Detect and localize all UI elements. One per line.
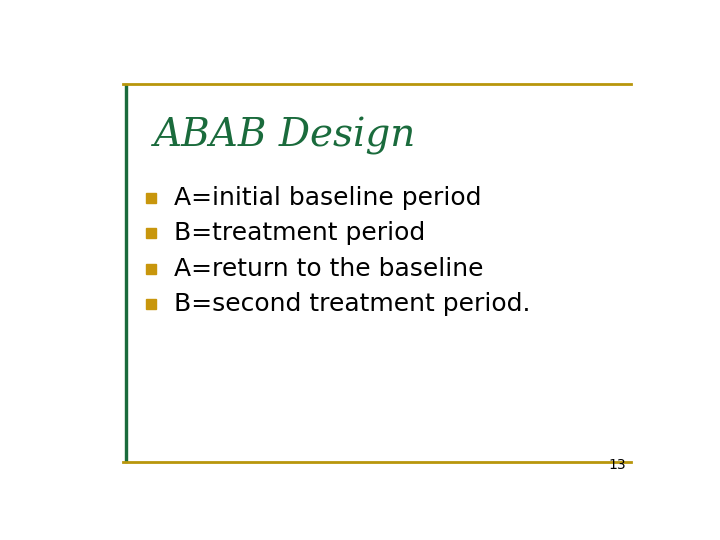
Text: ABAB Design: ABAB Design <box>154 117 416 155</box>
Text: A=initial baseline period: A=initial baseline period <box>174 186 481 210</box>
Text: B=treatment period: B=treatment period <box>174 221 425 245</box>
Bar <box>125 84 127 462</box>
Text: A=return to the baseline: A=return to the baseline <box>174 256 483 281</box>
Text: 13: 13 <box>608 458 626 472</box>
Text: B=second treatment period.: B=second treatment period. <box>174 292 530 316</box>
